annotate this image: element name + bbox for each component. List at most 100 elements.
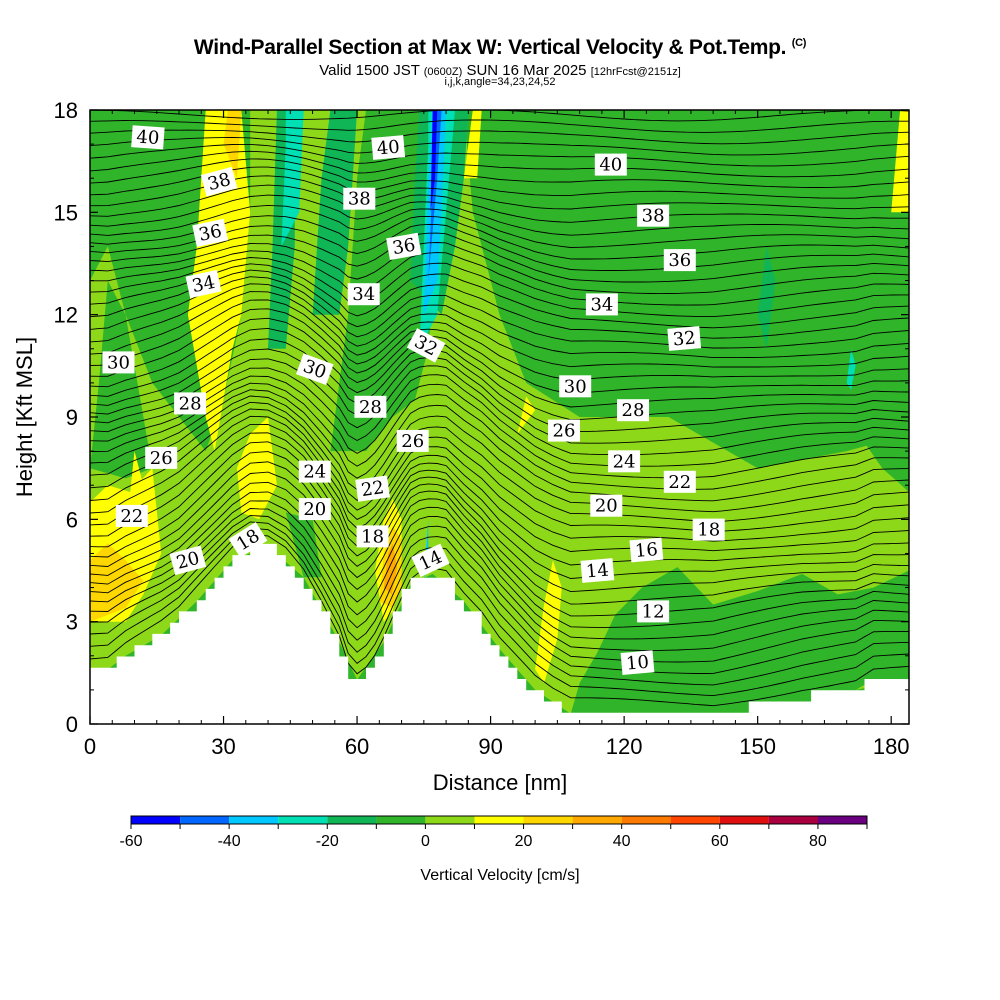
theta-contour-line (90, 242, 909, 295)
theta-contour-line (90, 119, 909, 133)
colorbar-swatch (621, 816, 671, 824)
contour-label: 22 (355, 475, 390, 502)
contour-label: 40 (371, 135, 406, 160)
contour-label: 34 (347, 283, 380, 306)
colorbar-swatch (180, 816, 230, 824)
contour-label-box (580, 558, 615, 583)
contour-label: 28 (354, 395, 387, 418)
x-tick-label: 180 (873, 734, 910, 759)
contour-label-text: 10 (625, 652, 650, 675)
theta-contour-line (90, 358, 909, 456)
colorbar-tick-label: -40 (218, 833, 241, 850)
contour-label-box (559, 375, 592, 398)
contour-label-text: 40 (136, 127, 160, 150)
colorbar-swatch (131, 816, 181, 824)
x-tick-label: 150 (739, 734, 776, 759)
theta-contour-line (90, 500, 909, 651)
shading-region-2 (517, 110, 678, 315)
theta-contour-line (90, 471, 909, 617)
contour-label-box (185, 269, 222, 299)
theta-contour-line (90, 508, 909, 663)
colorbar-swatch (523, 816, 573, 824)
theta-contour-line (90, 250, 909, 306)
contour-label: 38 (637, 204, 670, 227)
theta-contour-line (90, 184, 909, 223)
shading-region-25 (891, 110, 909, 213)
x-axis-label: Distance [nm] (433, 770, 568, 795)
colorbar-tick-label: 40 (613, 833, 631, 850)
shading-region-3 (713, 110, 909, 492)
theta-contour-line (90, 527, 909, 697)
theta-contour-line (90, 276, 909, 349)
x-tick-label: 30 (211, 734, 235, 759)
contour-label: 32 (667, 326, 702, 351)
contour-label: 10 (620, 650, 655, 675)
theta-contour-line (90, 395, 909, 513)
theta-contour-line (90, 204, 909, 248)
subtitle-utc: (0600Z) (423, 66, 463, 78)
y-tick-label: 9 (66, 405, 78, 430)
contour-label: 34 (585, 293, 618, 316)
contour-label-text: 22 (668, 472, 691, 493)
subtitle-forecast: [12hrFcst@2151z] (590, 66, 681, 78)
colorbar-swatch (327, 816, 377, 824)
chart-subtitle: Valid 1500 JST (0600Z) SUN 16 Mar 2025 [… (0, 62, 1000, 79)
contour-label-text: 16 (634, 539, 659, 562)
contour-label-box (663, 249, 696, 272)
shading-region-27 (90, 543, 144, 622)
theta-contours (90, 110, 909, 707)
copyright-mark: (C) (791, 37, 807, 49)
contour-label-text: 20 (303, 499, 326, 520)
shading-region-23 (463, 110, 482, 179)
contour-label-box (174, 392, 207, 415)
contour-label-box (406, 328, 446, 363)
contour-label: 24 (608, 450, 641, 473)
theta-contour-line (90, 143, 909, 167)
theta-contour-line (90, 158, 909, 188)
contour-label-box (228, 521, 268, 558)
contour-label-text: 18 (697, 520, 720, 541)
contour-label-text: 20 (595, 496, 618, 517)
contour-label-text: 32 (672, 328, 697, 351)
contour-label-box (411, 543, 450, 578)
contour-label-text: 24 (613, 451, 636, 472)
theta-contour-line (90, 129, 909, 145)
shading-region-21 (236, 417, 277, 520)
contour-label-text: 22 (360, 477, 386, 501)
contour-label-text: 34 (190, 272, 217, 297)
theta-contour-line (90, 408, 909, 533)
contour-label-text: 34 (352, 284, 375, 305)
contour-label-text: 14 (585, 560, 610, 583)
contour-label: 18 (692, 518, 725, 541)
y-tick-label: 6 (66, 507, 78, 532)
theta-contour-line (90, 327, 909, 421)
contour-label: 34 (185, 269, 222, 299)
contour-label-box (169, 545, 207, 576)
contour-label-box (354, 395, 387, 418)
contour-label-box (663, 470, 696, 493)
contour-label: 26 (145, 446, 178, 469)
contour-label-text: 34 (590, 294, 613, 315)
contour-label: 40 (131, 125, 165, 150)
y-tick-label: 3 (66, 610, 78, 635)
contour-label-box (192, 218, 229, 247)
contour-label-box (145, 446, 178, 469)
theta-contour-line (90, 257, 909, 318)
colorbar-swatch (572, 816, 622, 824)
theta-contour-line (90, 389, 909, 502)
theta-contour-line (90, 481, 909, 628)
theta-contour-line (90, 367, 909, 467)
theta-contour-line (90, 283, 909, 359)
terrain (90, 543, 909, 724)
theta-contour-line (90, 515, 909, 674)
colorbar-swatch (376, 816, 426, 824)
theta-contour-line (90, 232, 909, 283)
contour-label-box (298, 460, 331, 483)
colorbar-swatch (719, 816, 769, 824)
contour-label: 22 (115, 504, 148, 527)
contour-label-text: 28 (359, 397, 382, 418)
contour-label-text: 36 (197, 221, 224, 246)
shading-region-26 (517, 396, 536, 435)
x-tick-label: 120 (606, 734, 643, 759)
contour-label: 26 (396, 429, 429, 452)
